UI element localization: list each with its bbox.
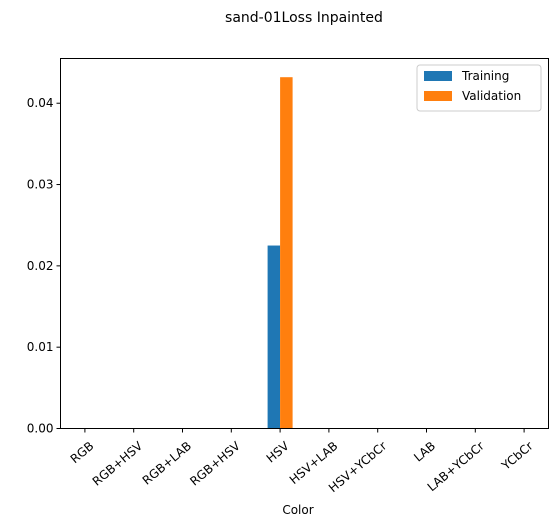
- legend: Training Validation: [416, 64, 542, 112]
- y-tick-label-1: 0.01: [27, 340, 54, 354]
- x-tick-label-9: YCbCr: [498, 439, 535, 474]
- y-tick-label-2: 0.02: [27, 259, 54, 273]
- x-axis-label: Color: [282, 503, 313, 517]
- y-tick-label-4: 0.04: [27, 96, 54, 110]
- x-tick-label-7: LAB: [411, 439, 438, 465]
- y-axis: 0.00 0.01 0.02 0.03 0.04: [27, 96, 61, 436]
- x-tick-label-2: RGB+LAB: [140, 439, 194, 488]
- y-tick-label-0: 0.00: [27, 422, 54, 436]
- bar-training-4: [267, 245, 281, 429]
- plot-frame: [60, 58, 549, 429]
- legend-swatch-training: [424, 71, 452, 81]
- x-tick-label-3: RGB+HSV: [187, 438, 243, 488]
- legend-label-training: Training: [461, 69, 509, 83]
- x-tick-label-0: RGB: [68, 439, 97, 466]
- legend-label-validation: Validation: [462, 89, 521, 103]
- x-tick-label-4: HSV: [264, 438, 293, 465]
- chart-title: sand-01Loss Inpainted: [225, 10, 383, 26]
- bar-validation-4: [280, 77, 293, 429]
- y-tick-label-3: 0.03: [27, 178, 54, 192]
- x-tick-label-1: RGB+HSV: [90, 438, 146, 488]
- bars-layer: [267, 77, 293, 429]
- legend-swatch-validation: [424, 91, 452, 101]
